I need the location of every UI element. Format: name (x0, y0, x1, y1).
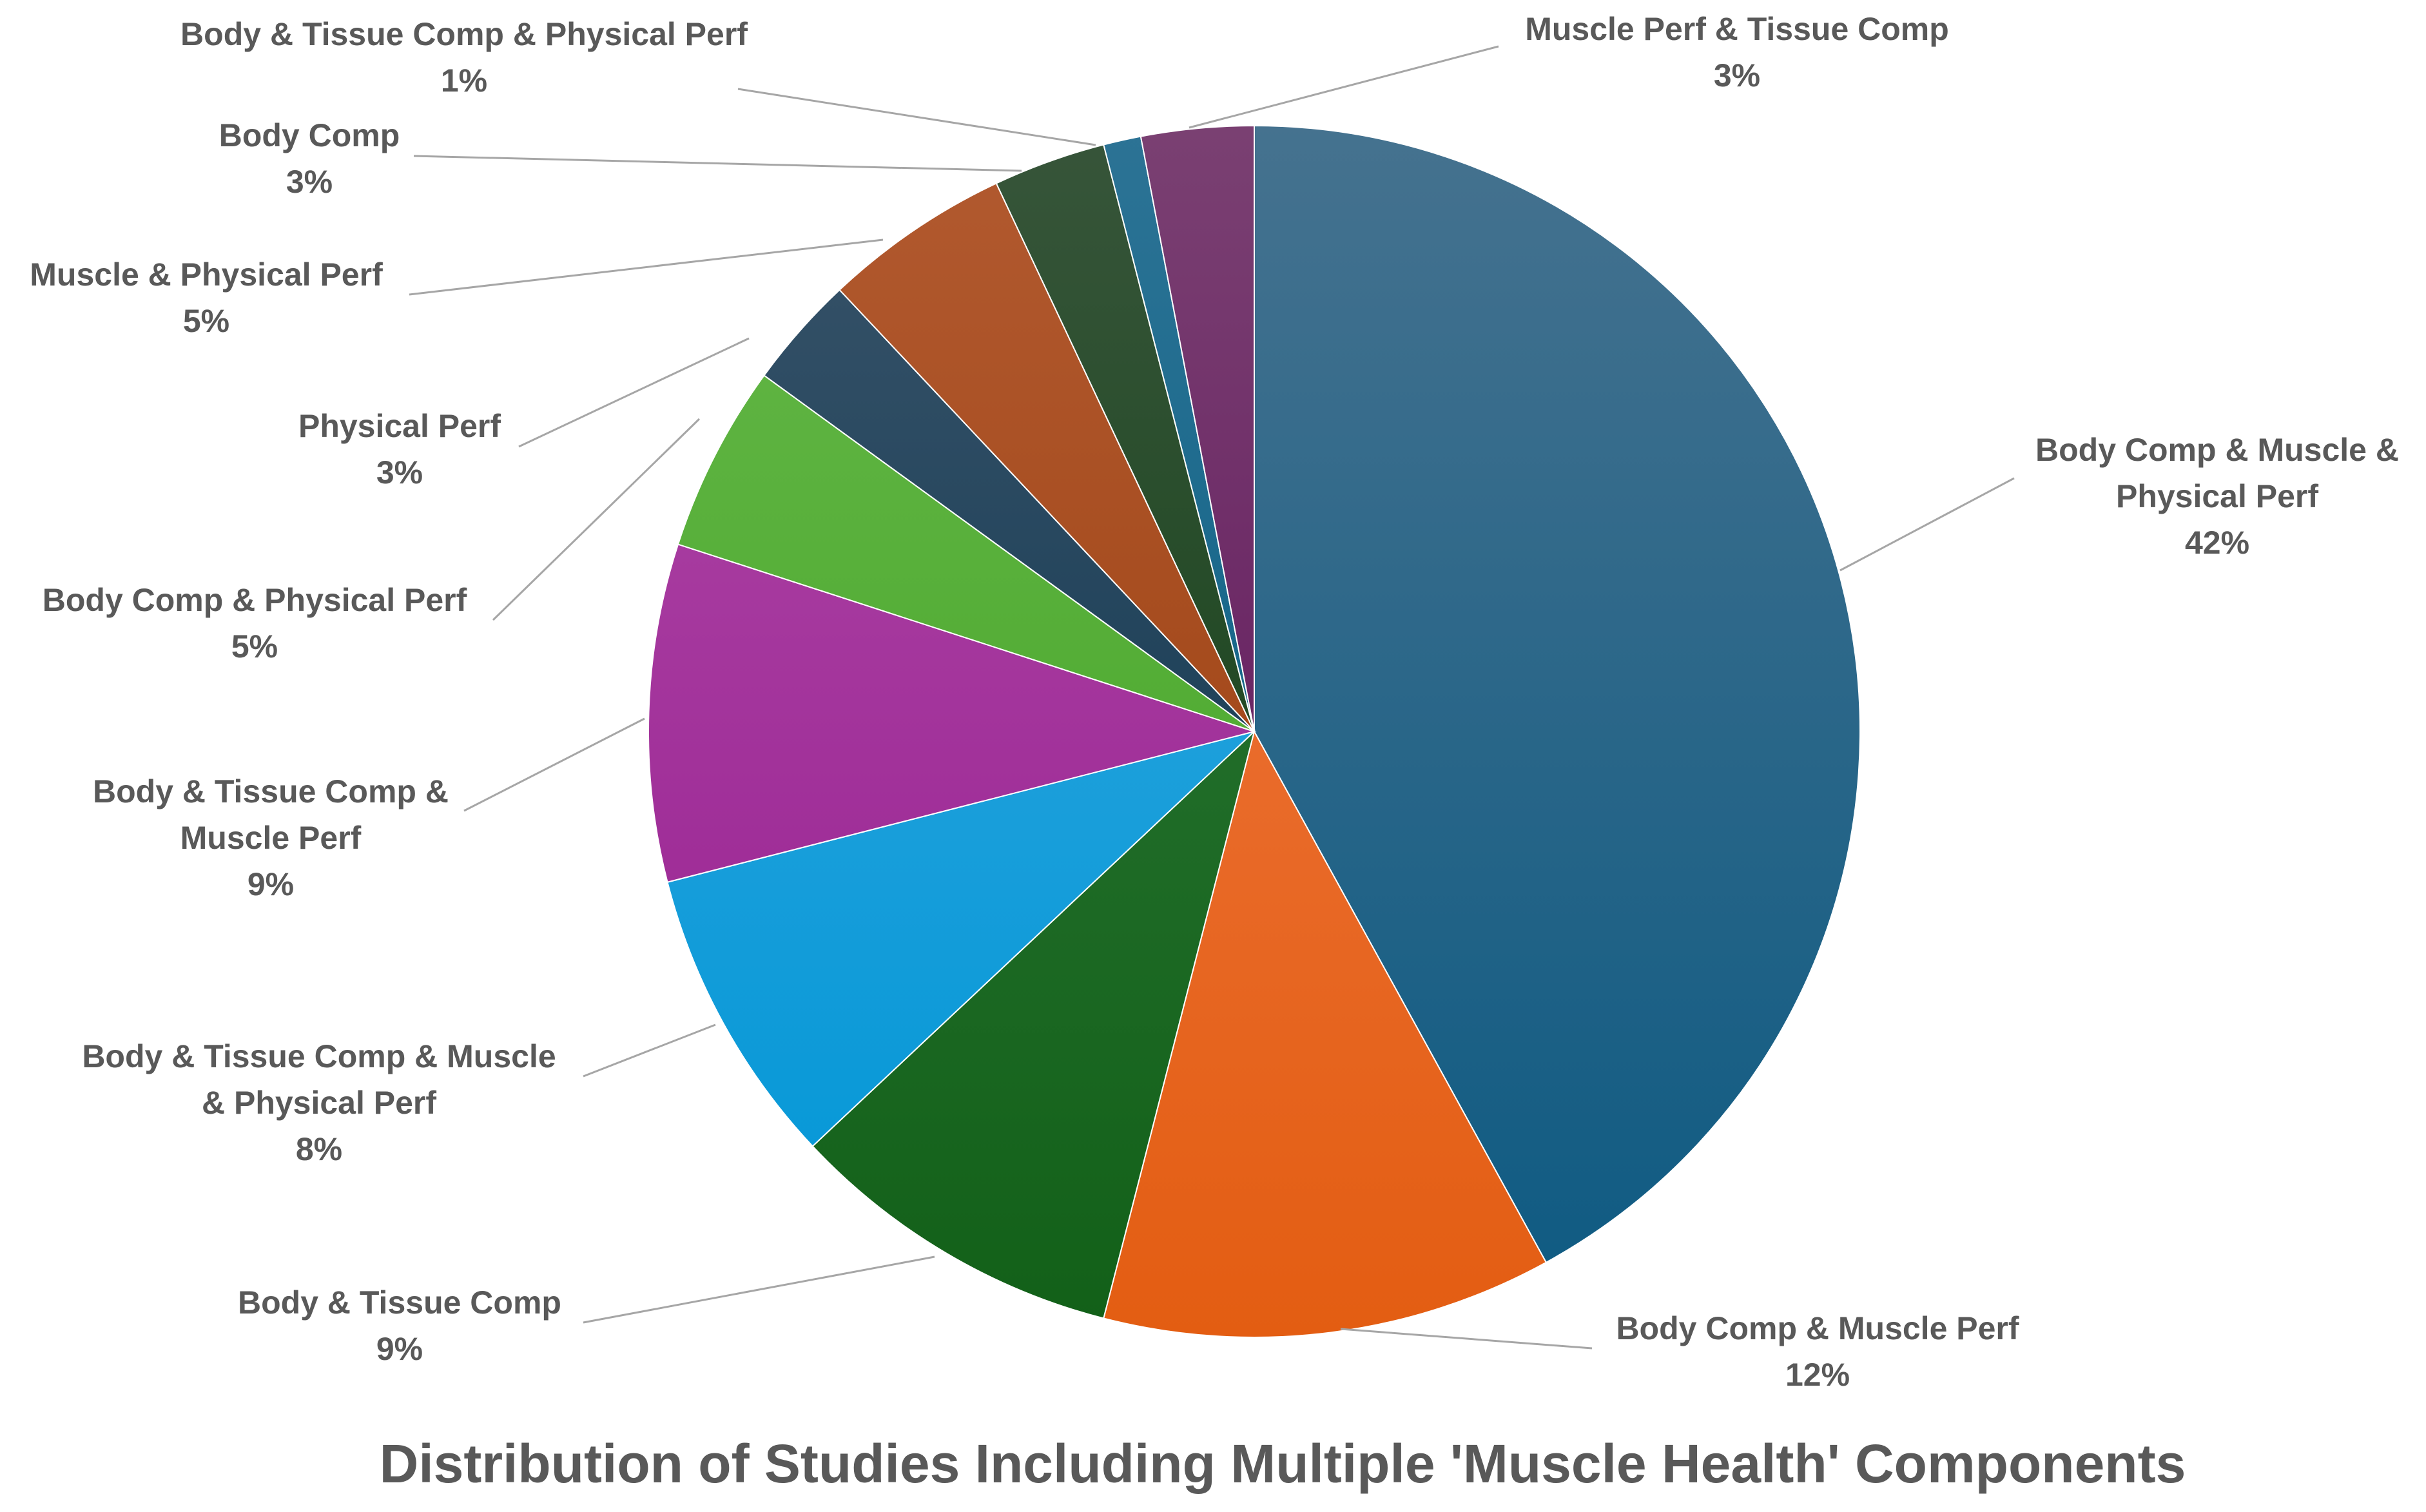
data-label-pct-body-and-tissue-comp-and-physical-perf: 1% (441, 63, 487, 99)
slice-labels: Body Comp & Muscle & Physical Perf 42% Body… (30, 11, 2399, 1393)
data-label-pct-muscle-perf-and-tissue-comp: 3% (1714, 57, 1760, 93)
leader-line-body-and-tissue-comp-and-physical-perf (737, 88, 1096, 146)
data-label-muscle-and-physical-perf-line-1: Muscle & Physical Perf (30, 257, 383, 293)
data-label-pct-body-comp-and-physical-perf: 5% (231, 628, 278, 664)
data-label-body-comp-and-muscle-perf-line-1: Body Comp & Muscle Perf (1616, 1310, 2019, 1346)
leader-line-body-comp-and-muscle-and-physical-perf (1839, 477, 2015, 572)
data-label-body-comp-line-1: Body Comp (219, 117, 400, 153)
leader-line-body-comp-and-physical-perf (492, 418, 701, 621)
data-label-body-and-tissue-comp-and-muscle-perf-line-1: Body & Tissue Comp & (93, 773, 449, 809)
data-label-physical-perf-line-1: Physical Perf (298, 408, 501, 444)
data-label-body-and-tissue-comp-and-physical-perf-line-1: Body & Tissue Comp & Physical Perf (180, 16, 748, 52)
data-label-pct-muscle-and-physical-perf: 5% (183, 303, 229, 339)
data-label-pct-body-comp-and-muscle-perf: 12% (1785, 1357, 1850, 1393)
data-label-body-and-tissue-comp-and-muscle-and-physical-perf-line-1: Body & Tissue Comp & Muscle (82, 1038, 556, 1074)
data-label-pct-body-and-tissue-comp-and-muscle-and-physical-perf: 8% (296, 1131, 342, 1167)
slice-muscle-perf-and-tissue-comp (1140, 124, 1255, 732)
slice-body-comp-and-muscle-perf (1103, 730, 1548, 1338)
data-label-body-and-tissue-comp-line-1: Body & Tissue Comp (238, 1284, 561, 1321)
slice-body-comp-and-muscle-and-physical-perf (1254, 124, 1861, 1264)
leader-line-muscle-and-physical-perf (409, 238, 884, 296)
leader-line-body-and-tissue-comp-and-muscle-and-physical-perf (583, 1023, 716, 1078)
data-label-body-and-tissue-comp-and-muscle-perf-line-2: Muscle Perf (180, 820, 362, 856)
leader-line-muscle-perf-and-tissue-comp (1189, 45, 1499, 129)
slice-body-and-tissue-comp-and-muscle-perf (648, 543, 1257, 883)
data-label-pct-body-and-tissue-comp-and-muscle-perf: 9% (247, 866, 294, 902)
data-label-body-comp-and-physical-perf-line-1: Body Comp & Physical Perf (43, 582, 467, 618)
data-label-pct-physical-perf: 3% (376, 454, 423, 490)
slice-body-and-tissue-comp (811, 729, 1256, 1319)
data-label-body-and-tissue-comp-and-muscle-and-physical-perf-line-2: & Physical Perf (202, 1085, 436, 1121)
slice-body-comp-and-physical-perf (677, 374, 1255, 732)
data-label-pct-body-and-tissue-comp: 9% (376, 1331, 423, 1367)
data-label-pct-body-comp: 3% (286, 164, 333, 200)
leader-line-body-and-tissue-comp-and-muscle-perf (463, 717, 645, 812)
slice-body-and-tissue-comp-and-muscle-and-physical-perf (666, 731, 1255, 1147)
leader-line-body-and-tissue-comp (583, 1255, 935, 1324)
slice-muscle-and-physical-perf (839, 182, 1255, 732)
data-label-pct-body-comp-and-muscle-and-physical-perf: 42% (2185, 525, 2249, 561)
chart-title: Distribution of Studies Including Multip… (380, 1433, 2186, 1494)
pie-slices (648, 124, 1861, 1338)
data-label-body-comp-and-muscle-and-physical-perf-line-2: Physical Perf (2116, 478, 2318, 514)
leader-line-body-comp (413, 155, 1022, 172)
data-label-muscle-perf-and-tissue-comp-line-1: Muscle Perf & Tissue Comp (1525, 11, 1949, 47)
leader-lines (409, 45, 2015, 1350)
leader-line-physical-perf (518, 337, 750, 448)
data-label-body-comp-and-muscle-and-physical-perf-line-1: Body Comp & Muscle & (2035, 432, 2399, 468)
leader-line-body-comp-and-muscle-perf (1340, 1328, 1593, 1350)
